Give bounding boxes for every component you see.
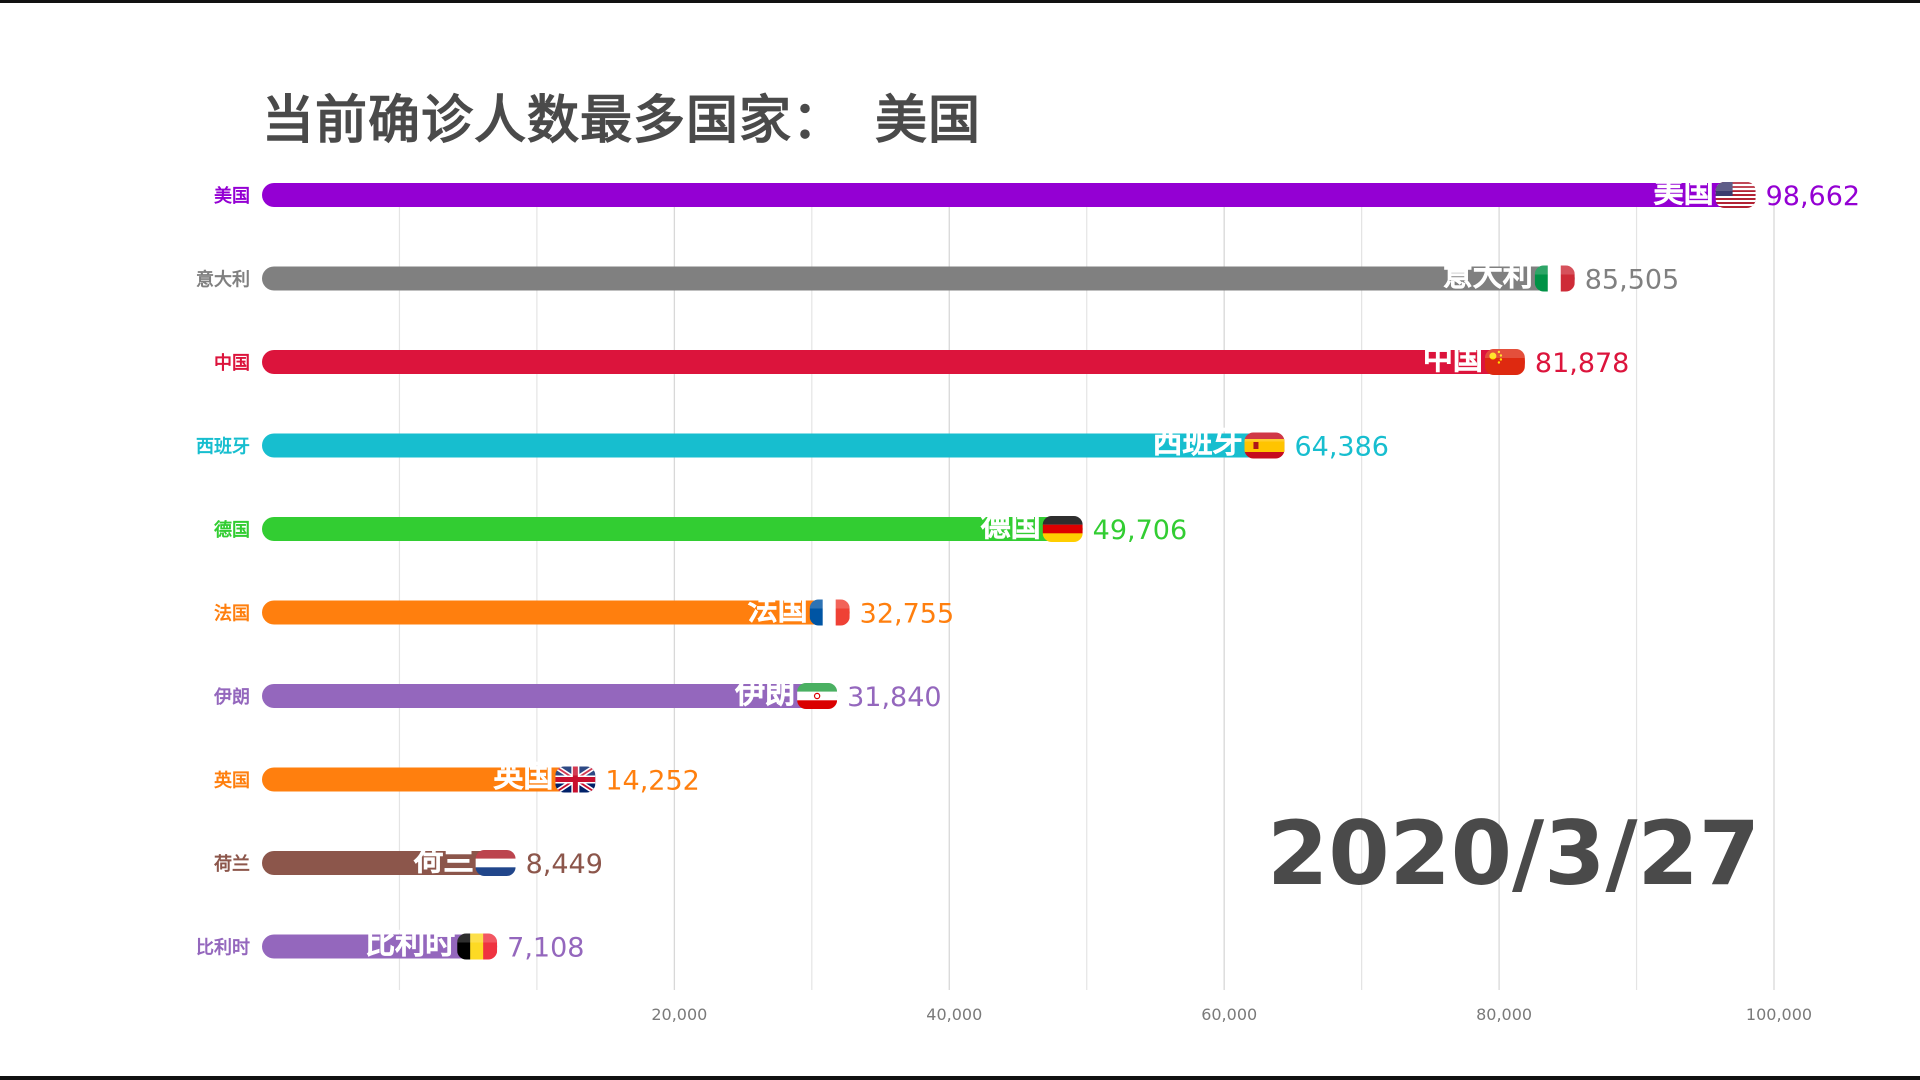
- es-flag-icon: [1244, 432, 1285, 459]
- value-label: 81,878: [1535, 348, 1629, 379]
- category-label: 中国: [214, 352, 250, 374]
- category-label: 西班牙: [196, 437, 250, 458]
- fr-flag-icon: [809, 599, 850, 626]
- nl-flag-icon: [475, 850, 516, 876]
- bar-row: 法国 法国 32,755: [214, 592, 954, 630]
- top-border: [0, 0, 1920, 3]
- x-tick-label: 80,000: [1476, 1005, 1532, 1024]
- bar-name-label: 法国: [748, 593, 808, 628]
- cn-flag-icon: [1484, 349, 1525, 375]
- bar-name-label: 中国: [1423, 342, 1483, 377]
- bar-row: 意大利 意大利 85,505: [196, 258, 1679, 296]
- chart-title: 当前确诊人数最多国家： 美国: [262, 78, 981, 153]
- value-label: 49,706: [1093, 515, 1187, 546]
- category-label: 伊朗: [213, 686, 250, 708]
- value-label: 31,840: [847, 682, 941, 713]
- value-label: 7,108: [507, 933, 584, 964]
- bar-name-label: 意大利: [1443, 259, 1533, 294]
- x-tick-label: 100,000: [1746, 1005, 1812, 1024]
- bar-name-label: 德国: [981, 509, 1041, 544]
- value-label: 98,662: [1766, 181, 1860, 212]
- title-leader: 美国: [875, 91, 982, 151]
- it-flag-icon: [1534, 265, 1575, 292]
- bar-row: 英国 英国 14,252: [213, 759, 700, 797]
- category-label: 美国: [214, 185, 250, 207]
- gb-flag-icon: [555, 766, 596, 793]
- bar-row: 德国 德国 49,706: [214, 509, 1187, 546]
- us-flag-icon: [1715, 182, 1756, 208]
- category-label: 法国: [214, 603, 250, 625]
- x-tick-label: 40,000: [926, 1005, 982, 1024]
- bar-name-label: 英国: [493, 760, 553, 795]
- value-label: 32,755: [860, 599, 954, 630]
- bar-name-label: 荷兰: [414, 843, 474, 878]
- bar: [262, 600, 850, 625]
- bar-row: 美国 美国 98,662: [214, 175, 1860, 212]
- bar: [262, 684, 838, 708]
- de-flag-icon: [1042, 516, 1083, 542]
- bottom-border: [0, 1076, 1920, 1080]
- bar: [262, 433, 1285, 458]
- bar: [262, 350, 1525, 374]
- grid-lines: [398, 195, 1775, 990]
- x-tick-label: 60,000: [1201, 1005, 1257, 1024]
- bar-row: 伊朗 伊朗 31,840: [213, 676, 942, 713]
- bar-name-label: 伊朗: [734, 676, 795, 711]
- be-flag-icon: [457, 933, 498, 960]
- category-label: 意大利: [196, 269, 250, 291]
- value-label: 14,252: [605, 766, 699, 797]
- category-label: 荷兰: [214, 853, 250, 875]
- x-axis-ticks: 20,000 40,000 60,000 80,000 100,000: [651, 1005, 1812, 1024]
- bar: [262, 183, 1756, 207]
- ir-flag-icon: [797, 683, 838, 709]
- category-label: 英国: [213, 770, 250, 792]
- bar-name-label: 比利时: [365, 927, 455, 962]
- bar-name-label: 美国: [1654, 175, 1714, 210]
- bar-row: 荷兰 荷兰 8,449: [214, 843, 603, 880]
- bar-row: 中国 中国 81,878: [214, 342, 1629, 379]
- value-label: 85,505: [1585, 265, 1679, 296]
- date-label: 2020/3/27: [1267, 802, 1760, 905]
- bar: [262, 266, 1575, 291]
- x-tick-label: 20,000: [651, 1005, 707, 1024]
- category-label: 德国: [214, 519, 250, 541]
- bar-row: 西班牙 西班牙 64,386: [196, 425, 1389, 463]
- bar: [262, 767, 596, 792]
- value-label: 64,386: [1294, 432, 1388, 463]
- title-prefix: 当前确诊人数最多国家：: [262, 91, 846, 151]
- bar: [262, 851, 516, 875]
- category-label: 比利时: [196, 937, 250, 959]
- bar: [262, 517, 1083, 541]
- bar-row: 比利时 比利时 7,108: [196, 926, 584, 964]
- value-label: 8,449: [526, 849, 603, 880]
- bar-name-label: 西班牙: [1152, 426, 1242, 461]
- bars: 美国 美国 98,662 意大利 意大利 85,505 中国 中国 81,878 西班牙 西班牙 64…: [196, 175, 1860, 964]
- bar: [262, 934, 498, 959]
